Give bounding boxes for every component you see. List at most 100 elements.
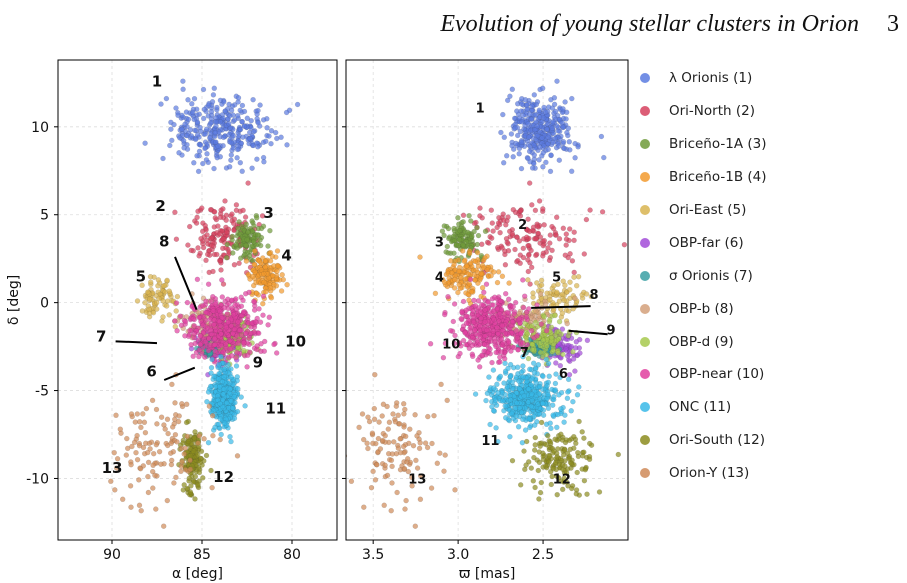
data-point: [214, 251, 220, 258]
data-point: [257, 102, 263, 108]
data-point: [143, 405, 150, 412]
data-point: [520, 340, 526, 346]
data-point: [220, 235, 226, 242]
data-point: [279, 272, 285, 278]
data-point: [570, 356, 577, 362]
data-point: [492, 397, 499, 403]
data-point: [572, 368, 578, 374]
data-point: [441, 223, 447, 229]
data-point: [262, 338, 268, 345]
data-point: [163, 303, 170, 309]
data-point: [228, 323, 234, 329]
data-point: [546, 373, 552, 379]
data-point: [186, 223, 193, 230]
data-point: [448, 258, 454, 264]
data-point: [265, 243, 271, 249]
data-point: [221, 374, 227, 380]
data-point: [212, 424, 218, 431]
data-point: [260, 301, 266, 307]
data-point: [537, 443, 543, 449]
data-point: [145, 473, 151, 480]
data-point: [552, 387, 558, 393]
data-point: [494, 305, 500, 312]
data-point: [571, 274, 577, 280]
data-point: [203, 452, 210, 459]
data-point: [237, 159, 244, 166]
data-point: [507, 397, 514, 403]
data-point: [392, 419, 399, 425]
data-point: [523, 314, 529, 320]
data-point: [394, 489, 400, 496]
data-point: [361, 504, 367, 510]
data-point: [472, 327, 478, 333]
data-point: [219, 277, 225, 283]
x-tick-label: 3.0: [447, 547, 469, 563]
data-point: [490, 228, 496, 234]
data-point: [168, 457, 175, 464]
data-point: [366, 418, 373, 425]
data-point: [181, 482, 187, 488]
series-10: [172, 276, 280, 370]
data-point: [549, 223, 555, 230]
data-point: [265, 322, 271, 328]
data-point: [520, 374, 526, 380]
cluster-label: 4: [435, 271, 444, 286]
data-point: [517, 260, 523, 266]
data-point: [551, 283, 557, 289]
data-point: [500, 211, 506, 217]
data-point: [513, 413, 519, 419]
legend-label: λ Orionis (1): [669, 70, 753, 87]
data-point: [249, 165, 255, 171]
data-point: [472, 391, 479, 397]
data-point: [217, 231, 223, 237]
data-point: [198, 235, 204, 242]
data-point: [512, 125, 518, 131]
data-point: [227, 112, 233, 119]
legend-item: Orion-Y (13): [640, 457, 900, 490]
data-point: [525, 355, 532, 362]
data-point: [418, 473, 424, 479]
header-title: Evolution of young stellar clusters in O…: [440, 10, 859, 37]
data-point: [525, 120, 531, 127]
data-point: [563, 479, 570, 485]
data-point: [211, 209, 218, 215]
data-point: [545, 360, 552, 367]
data-point: [160, 523, 167, 529]
data-point: [384, 472, 391, 479]
data-point: [255, 232, 261, 238]
data-point: [218, 354, 224, 360]
cluster-label: 13: [408, 473, 426, 488]
data-point: [497, 373, 504, 380]
data-point: [409, 483, 415, 489]
data-point: [374, 462, 380, 468]
data-point: [544, 290, 550, 296]
cluster-label: 7: [520, 346, 529, 361]
data-point: [526, 306, 532, 312]
data-point: [556, 475, 562, 481]
data-point: [466, 212, 472, 219]
data-point: [174, 328, 180, 334]
data-point: [538, 419, 545, 426]
data-point: [192, 127, 198, 134]
data-point: [596, 489, 603, 495]
data-point: [232, 302, 238, 308]
data-point: [124, 445, 131, 452]
data-point: [136, 502, 143, 508]
data-point: [498, 349, 505, 355]
data-point: [385, 426, 391, 432]
data-point: [483, 397, 489, 404]
data-point: [509, 410, 515, 417]
data-point: [441, 468, 447, 474]
data-point: [164, 298, 171, 304]
data-point: [168, 440, 174, 447]
data-point: [571, 229, 577, 235]
data-point: [237, 126, 244, 133]
data-point: [554, 492, 560, 498]
data-point: [547, 296, 553, 303]
legend-marker: [640, 435, 650, 446]
data-point: [268, 140, 274, 147]
data-point: [128, 462, 134, 468]
data-point: [528, 328, 535, 334]
data-point: [535, 362, 542, 368]
data-point: [241, 123, 248, 129]
